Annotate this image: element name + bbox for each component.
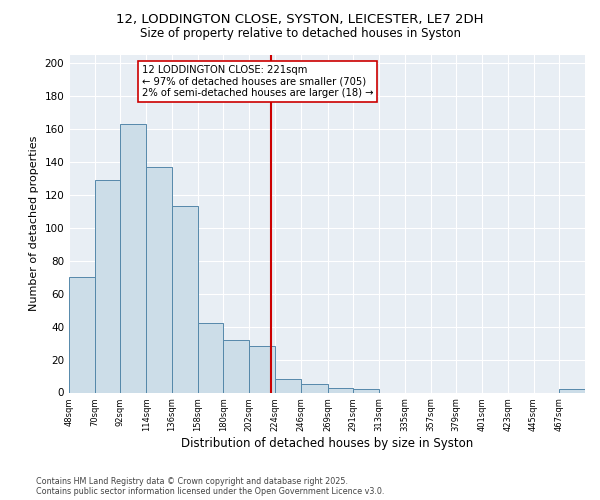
Bar (69, 278, 95, 392)
Text: 12, LODDINGTON CLOSE, SYSTON, LEICESTER, LE7 2DH: 12, LODDINGTON CLOSE, SYSTON, LEICESTER,… (116, 12, 484, 26)
Y-axis label: Number of detached properties: Number of detached properties (29, 136, 39, 312)
Text: Contains HM Land Registry data © Crown copyright and database right 2025.: Contains HM Land Registry data © Crown c… (36, 477, 348, 486)
Text: Size of property relative to detached houses in Syston: Size of property relative to detached ho… (139, 28, 461, 40)
Bar (95, 180, 121, 392)
Bar (198, 324, 223, 392)
Bar (172, 206, 198, 392)
Text: Contains public sector information licensed under the Open Government Licence v3: Contains public sector information licen… (36, 487, 385, 496)
X-axis label: Distribution of detached houses by size in Syston: Distribution of detached houses by size … (181, 437, 473, 450)
Bar (275, 380, 301, 392)
Bar (121, 124, 146, 392)
Bar (146, 167, 172, 392)
Bar (328, 388, 353, 392)
Text: 12 LODDINGTON CLOSE: 221sqm
← 97% of detached houses are smaller (705)
2% of sem: 12 LODDINGTON CLOSE: 221sqm ← 97% of det… (142, 65, 373, 98)
Bar (559, 389, 585, 392)
Bar (301, 384, 328, 392)
Bar (223, 340, 249, 392)
Bar (353, 389, 379, 392)
Bar (249, 346, 275, 393)
